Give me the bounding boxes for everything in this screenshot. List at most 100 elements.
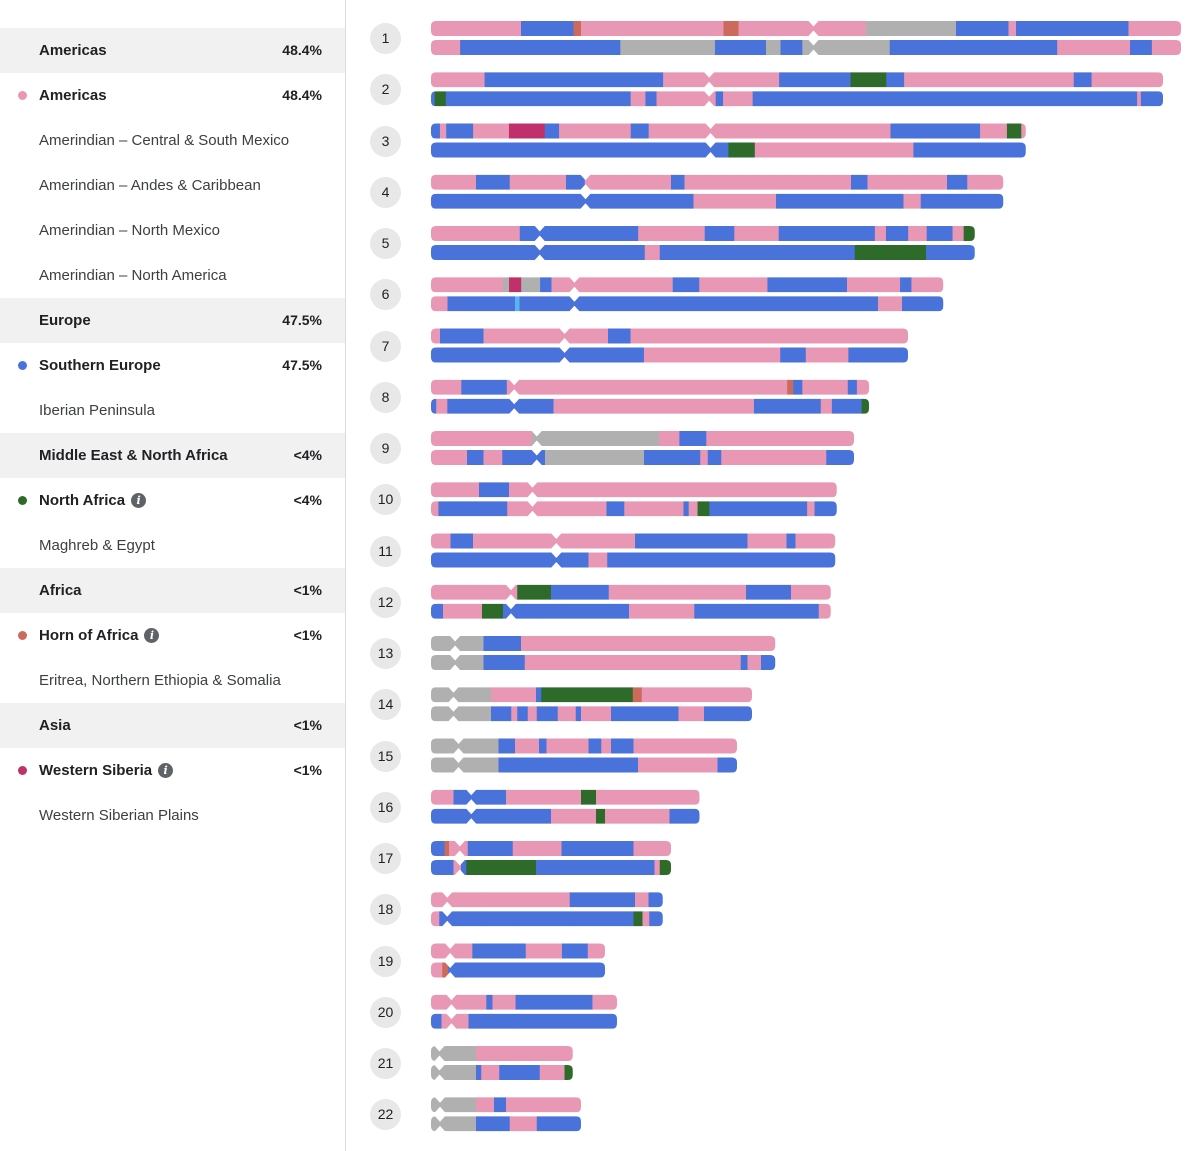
- ancestry-segment[interactable]: [431, 296, 448, 312]
- ancestry-segment[interactable]: [1016, 21, 1129, 36]
- ancestry-segment[interactable]: [878, 296, 903, 312]
- chromosome-8-top-strand[interactable]: [431, 379, 870, 395]
- ancestry-segment[interactable]: [641, 687, 753, 703]
- ancestry-segment[interactable]: [446, 123, 474, 139]
- ancestry-segment[interactable]: [486, 994, 493, 1010]
- ancestry-segment[interactable]: [607, 552, 836, 568]
- ancestry-segment[interactable]: [539, 738, 547, 754]
- ancestry-segment[interactable]: [920, 193, 1004, 209]
- ancestry-segment[interactable]: [683, 501, 690, 517]
- ancestry-segment[interactable]: [856, 379, 870, 395]
- chromosome-10-top-strand[interactable]: [431, 482, 837, 498]
- chromosome-3-top-strand[interactable]: [431, 123, 1026, 139]
- ancestry-segment[interactable]: [630, 91, 646, 107]
- ancestry-segment[interactable]: [503, 603, 541, 619]
- ancestry-segment[interactable]: [963, 226, 975, 241]
- ancestry-subregion-row[interactable]: Iberian Peninsula: [0, 388, 345, 433]
- ancestry-segment[interactable]: [926, 226, 953, 241]
- ancestry-segment[interactable]: [521, 21, 574, 36]
- ancestry-segment[interactable]: [502, 450, 546, 465]
- ancestry-segment[interactable]: [564, 1065, 574, 1080]
- ancestry-segment[interactable]: [575, 706, 582, 722]
- ancestry-segment[interactable]: [539, 1065, 565, 1080]
- ancestry-segment[interactable]: [521, 277, 541, 293]
- ancestry-segment[interactable]: [952, 226, 965, 241]
- ancestry-segment[interactable]: [802, 379, 849, 395]
- info-icon[interactable]: i: [144, 627, 160, 643]
- ancestry-segment[interactable]: [525, 943, 563, 959]
- ancestry-segment[interactable]: [483, 892, 571, 908]
- ancestry-segment[interactable]: [765, 40, 781, 55]
- ancestry-segment[interactable]: [561, 943, 589, 959]
- ancestry-segment[interactable]: [479, 482, 510, 498]
- ancestry-segment[interactable]: [531, 431, 660, 446]
- ancestry-segment[interactable]: [444, 841, 450, 856]
- ancestry-subregion-row[interactable]: Western Siberian Plains: [0, 793, 345, 838]
- ancestry-segment[interactable]: [438, 501, 508, 517]
- ancestry-segment[interactable]: [431, 398, 437, 414]
- ancestry-segment[interactable]: [453, 860, 462, 875]
- ancestry-segment[interactable]: [1130, 40, 1153, 55]
- ancestry-segment[interactable]: [491, 687, 537, 703]
- ancestry-subregion-row[interactable]: Amerindian – North America: [0, 253, 345, 298]
- ancestry-segment[interactable]: [545, 450, 645, 465]
- ancestry-segment[interactable]: [608, 584, 747, 600]
- chromosome-17-bottom-strand[interactable]: [431, 860, 671, 875]
- ancestry-segment[interactable]: [669, 808, 700, 824]
- ancestry-segment[interactable]: [697, 501, 710, 517]
- ancestry-segment[interactable]: [468, 1013, 514, 1029]
- ancestry-segment[interactable]: [540, 603, 630, 619]
- ancestry-segment[interactable]: [499, 1065, 541, 1080]
- chromosome-13-bottom-strand[interactable]: [431, 655, 776, 670]
- ancestry-segment[interactable]: [654, 860, 661, 875]
- ancestry-segment[interactable]: [635, 533, 748, 549]
- chromosome-7-top-strand[interactable]: [431, 328, 908, 344]
- ancestry-segment[interactable]: [606, 501, 625, 517]
- ancestry-segment[interactable]: [913, 142, 1026, 158]
- ancestry-segment[interactable]: [476, 1046, 573, 1061]
- ancestry-segment[interactable]: [611, 738, 634, 754]
- ancestry-segment[interactable]: [476, 1097, 495, 1113]
- ancestry-segment[interactable]: [706, 431, 854, 446]
- ancestry-segment[interactable]: [747, 655, 762, 670]
- ancestry-subregion-row[interactable]: Amerindian – Andes & Caribbean: [0, 163, 345, 208]
- ancestry-segment[interactable]: [431, 1046, 477, 1061]
- ancestry-segment[interactable]: [482, 603, 504, 619]
- chromosome-5-top-strand[interactable]: [431, 226, 975, 241]
- chromosome-19-top-strand[interactable]: [431, 943, 605, 959]
- ancestry-segment[interactable]: [814, 501, 838, 517]
- ancestry-segment[interactable]: [431, 1013, 442, 1029]
- ancestry-segment[interactable]: [747, 533, 787, 549]
- ancestry-segment[interactable]: [847, 379, 858, 395]
- ancestry-segment[interactable]: [885, 226, 909, 241]
- ancestry-segment[interactable]: [635, 892, 649, 908]
- chromosome-22-bottom-strand[interactable]: [431, 1116, 581, 1132]
- ancestry-segment[interactable]: [551, 277, 674, 293]
- ancestry-segment[interactable]: [431, 245, 646, 260]
- chromosome-17-top-strand[interactable]: [431, 841, 671, 856]
- ancestry-segment[interactable]: [956, 21, 1009, 36]
- ancestry-segment[interactable]: [588, 552, 608, 568]
- ancestry-segment[interactable]: [521, 636, 776, 651]
- ancestry-segment[interactable]: [632, 687, 643, 703]
- ancestry-segment[interactable]: [633, 841, 672, 856]
- chromosome-2-top-strand[interactable]: [431, 72, 1163, 88]
- ancestry-segment[interactable]: [467, 450, 484, 465]
- ancestry-segment[interactable]: [734, 226, 780, 241]
- ancestry-segment[interactable]: [484, 72, 664, 88]
- chromosome-8-bottom-strand[interactable]: [431, 398, 869, 414]
- chromosome-9-top-strand[interactable]: [431, 431, 854, 446]
- ancestry-segment[interactable]: [795, 533, 836, 549]
- ancestry-segment[interactable]: [431, 40, 461, 55]
- ancestry-segment[interactable]: [431, 91, 436, 107]
- ancestry-segment[interactable]: [561, 841, 634, 856]
- ancestry-segment[interactable]: [431, 1097, 477, 1113]
- ancestry-segment[interactable]: [644, 450, 701, 465]
- ancestry-segment[interactable]: [551, 584, 610, 600]
- ancestry-segment[interactable]: [540, 277, 552, 293]
- chromosome-2-bottom-strand[interactable]: [431, 91, 1163, 107]
- ancestry-region-row[interactable]: North Africa i <4%: [0, 478, 345, 523]
- ancestry-segment[interactable]: [515, 994, 593, 1010]
- ancestry-segment[interactable]: [656, 91, 717, 107]
- ancestry-segment[interactable]: [494, 1097, 507, 1113]
